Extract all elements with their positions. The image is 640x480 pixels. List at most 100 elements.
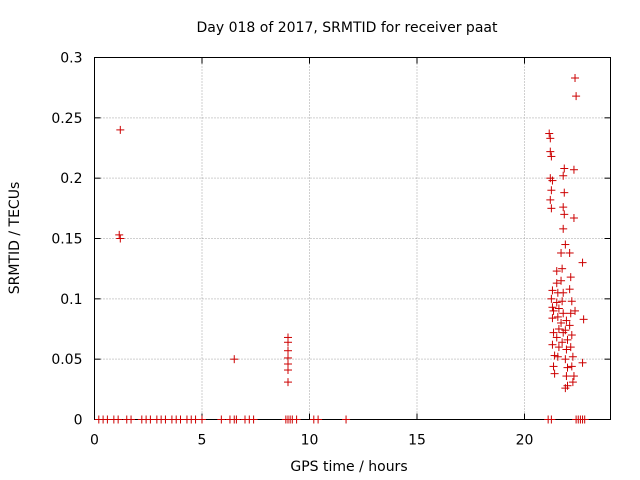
tick-labels: 0 0.05 0.1 0.15 0.2 0.25 0.3 0 5 10 15 20: [51, 51, 533, 449]
data-point: [578, 358, 587, 367]
x-tick-label: 5: [198, 433, 207, 449]
data-point: [568, 378, 577, 387]
data-point-zero: [580, 415, 589, 424]
axis-ticks: [94, 57, 611, 420]
data-point-zero: [292, 415, 301, 424]
data-point: [571, 306, 580, 315]
data-point: [549, 328, 558, 337]
y-tick-label: 0.15: [51, 232, 82, 248]
data-point: [546, 195, 555, 204]
data-point: [562, 345, 571, 354]
data-point: [562, 372, 571, 381]
data-point: [572, 92, 581, 101]
data-point: [566, 343, 575, 352]
data-point: [552, 333, 561, 342]
data-point: [561, 326, 570, 335]
data-point-zero: [249, 415, 258, 424]
y-tick-label: 0.25: [51, 111, 82, 127]
data-point: [569, 165, 578, 174]
data-point: [562, 316, 571, 325]
grid-lines: [94, 57, 611, 420]
data-point: [565, 321, 574, 330]
data-point: [554, 343, 563, 352]
data-point: [558, 297, 567, 306]
data-point: [557, 248, 566, 257]
data-point: [552, 279, 561, 288]
data-point: [552, 267, 561, 276]
data-point: [560, 188, 569, 197]
data-point: [284, 366, 292, 375]
data-point: [553, 312, 562, 321]
data-point: [561, 384, 570, 393]
data-point-zero: [217, 415, 226, 424]
data-point: [552, 298, 561, 307]
data-point: [569, 372, 578, 381]
data-point: [553, 352, 562, 361]
x-tick-label: 10: [301, 433, 319, 449]
data-point: [550, 369, 559, 378]
data-point: [559, 288, 568, 297]
y-axis-label: SRMTID / TECUs: [7, 182, 23, 295]
x-tick-label: 15: [408, 433, 426, 449]
data-point: [548, 303, 557, 312]
data-point: [559, 171, 568, 180]
data-point: [557, 276, 566, 285]
data-point: [558, 338, 567, 347]
data-point: [568, 352, 577, 361]
data-point-zero: [314, 415, 323, 424]
data-point: [566, 309, 575, 318]
x-tick-label: 0: [90, 433, 99, 449]
data-point: [566, 273, 575, 282]
data-point-zero: [232, 415, 241, 424]
y-tick-label: 0.3: [60, 51, 82, 67]
data-point: [565, 248, 574, 257]
data-point: [116, 234, 125, 243]
data-point: [548, 314, 557, 323]
data-point: [559, 309, 568, 318]
data-point: [559, 203, 568, 212]
data-point: [567, 362, 576, 371]
data-point: [284, 338, 292, 347]
data-point: [567, 331, 576, 340]
data-point: [546, 134, 555, 143]
data-point: [578, 258, 587, 267]
data-points: [94, 74, 589, 424]
data-point: [557, 318, 566, 327]
data-point: [563, 363, 572, 372]
data-point: [115, 230, 124, 239]
x-axis-label: GPS time / hours: [290, 459, 407, 475]
data-point: [549, 362, 558, 371]
data-point: [230, 355, 239, 364]
x-tick-label: 20: [516, 433, 534, 449]
data-point-zero: [114, 415, 123, 424]
data-point-zero: [342, 415, 351, 424]
data-point: [560, 210, 569, 219]
data-point: [547, 204, 556, 213]
data-point: [579, 315, 588, 324]
data-point: [565, 285, 574, 294]
data-point: [548, 286, 557, 295]
data-point: [561, 355, 570, 364]
data-point: [569, 213, 578, 222]
data-point-zero: [127, 415, 136, 424]
data-point: [284, 346, 292, 355]
y-tick-label: 0.2: [60, 171, 82, 187]
data-point: [554, 304, 563, 313]
y-tick-label: 0.1: [60, 292, 82, 308]
data-point: [548, 340, 557, 349]
data-point: [558, 264, 567, 273]
data-point: [559, 224, 568, 233]
data-point: [547, 294, 556, 303]
data-point: [571, 74, 580, 83]
chart-title: Day 018 of 2017, SRMTID for receiver paa…: [197, 20, 498, 36]
y-tick-label: 0: [74, 413, 83, 429]
data-point: [284, 378, 292, 387]
data-point: [550, 351, 559, 360]
y-tick-label: 0.05: [51, 352, 82, 368]
data-point: [563, 335, 572, 344]
data-point: [561, 240, 570, 249]
data-point: [545, 129, 554, 138]
data-point: [560, 164, 569, 173]
data-point: [567, 297, 576, 306]
